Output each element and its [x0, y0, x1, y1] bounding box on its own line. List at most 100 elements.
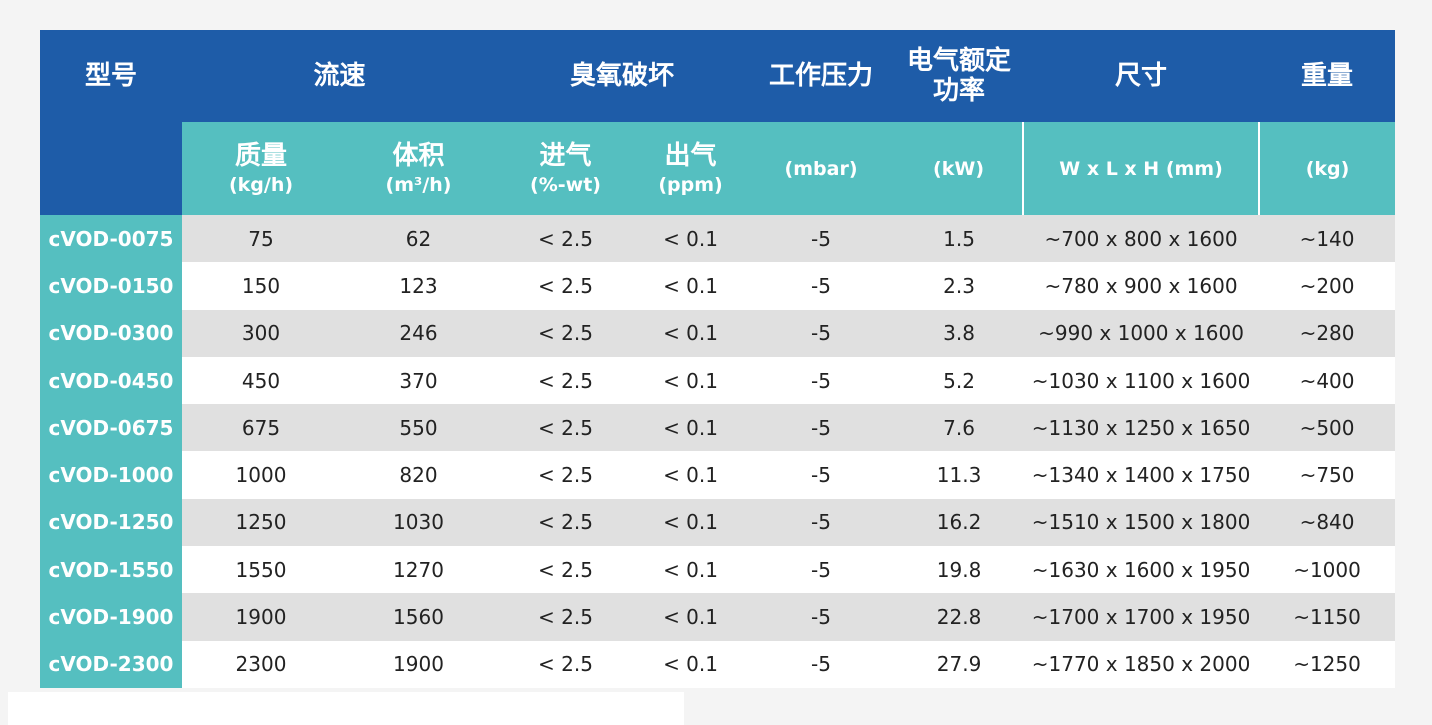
cell-size: ~780 x 900 x 1600 — [1023, 262, 1260, 310]
cell-pressure: -5 — [747, 262, 896, 310]
cell-size: ~1700 x 1700 x 1950 — [1023, 593, 1260, 641]
cell-size: ~1340 x 1400 x 1750 — [1023, 451, 1260, 499]
cell-inlet: < 2.5 — [497, 215, 635, 263]
cell-power: 5.2 — [895, 356, 1024, 405]
cell-mass: 75 — [182, 215, 340, 263]
cell-outlet: < 0.1 — [634, 356, 748, 405]
header-ozone: 臭氧破坏 — [497, 30, 748, 122]
cell-size: ~990 x 1000 x 1600 — [1023, 309, 1260, 357]
subheader-power-unit: (kW) — [895, 122, 1024, 215]
cell-size: ~1770 x 1850 x 2000 — [1023, 640, 1260, 688]
cell-model: cVOD-0150 — [40, 262, 182, 310]
cell-size: ~700 x 800 x 1600 — [1023, 215, 1260, 263]
header-model-lower — [40, 122, 182, 215]
subheader-mass: 质量 (kg/h) — [182, 122, 340, 215]
header-flow: 流速 — [182, 30, 498, 122]
cell-inlet: < 2.5 — [497, 593, 635, 641]
cell-outlet: < 0.1 — [634, 404, 748, 452]
cell-inlet: < 2.5 — [497, 451, 635, 499]
subheader-outlet-label: 出气 — [664, 140, 717, 171]
cell-model: cVOD-0300 — [40, 309, 182, 357]
table-row: cVOD-0300 300 246 < 2.5 < 0.1 -5 3.8 ~990 x 100… — [40, 309, 1396, 357]
cell-mass: 450 — [182, 356, 340, 405]
cell-size: ~1130 x 1250 x 1650 — [1023, 404, 1260, 452]
bottom-blank-strip — [8, 692, 684, 725]
header-row-top: 型号 流速 臭氧破坏 工作压力 电气额定 功率 尺寸 重量 — [40, 30, 1396, 122]
subheader-mass-unit: (kg/h) — [228, 173, 294, 196]
cell-pressure: -5 — [747, 640, 896, 688]
cell-pressure: -5 — [747, 356, 896, 405]
table-row: cVOD-1000 1000 820 < 2.5 < 0.1 -5 11.3 ~1340 x … — [40, 451, 1396, 499]
subheader-volume: 体积 (m³/h) — [340, 122, 498, 215]
cell-model: cVOD-2300 — [40, 640, 182, 688]
table-row: cVOD-2300 2300 1900 < 2.5 < 0.1 -5 27.9 ~1770 x… — [40, 640, 1396, 688]
table-row: cVOD-1900 1900 1560 < 2.5 < 0.1 -5 22.8 ~1700 x… — [40, 593, 1396, 641]
cell-outlet: < 0.1 — [634, 593, 748, 641]
header-pressure: 工作压力 — [747, 30, 896, 122]
subheader-size-unit: W x L x H (mm) — [1022, 122, 1260, 215]
cell-volume: 62 — [340, 215, 498, 263]
cell-mass: 1250 — [182, 498, 340, 547]
cell-volume: 123 — [340, 262, 498, 310]
cell-mass: 675 — [182, 404, 340, 452]
cell-mass: 2300 — [182, 640, 340, 688]
cell-volume: 246 — [340, 309, 498, 357]
table-row: cVOD-1550 1550 1270 < 2.5 < 0.1 -5 19.8 ~1630 x… — [40, 546, 1396, 594]
header-power-line1: 电气额定 — [907, 46, 1012, 76]
cell-model: cVOD-0075 — [40, 215, 182, 263]
subheader-inlet: 进气 (%-wt) — [497, 122, 635, 215]
size-unit-text: W x L x H (mm) — [1059, 157, 1223, 180]
table-row: cVOD-0450 450 370 < 2.5 < 0.1 -5 5.2 ~1030 x 11… — [40, 356, 1396, 405]
subheader-weight-unit: (kg) — [1258, 122, 1396, 215]
cell-outlet: < 0.1 — [634, 451, 748, 499]
table-row: cVOD-1250 1250 1030 < 2.5 < 0.1 -5 16.2 ~1510 x… — [40, 498, 1396, 547]
subheader-outlet-unit: (ppm) — [658, 173, 723, 196]
cell-volume: 370 — [340, 356, 498, 405]
subheader-volume-unit: (m³/h) — [385, 173, 452, 196]
cell-mass: 1550 — [182, 546, 340, 594]
cell-weight: ~1150 — [1259, 593, 1396, 641]
cell-model: cVOD-1550 — [40, 546, 182, 594]
header-power: 电气额定 功率 — [895, 30, 1024, 122]
cell-inlet: < 2.5 — [497, 262, 635, 310]
cell-size: ~1510 x 1500 x 1800 — [1023, 498, 1260, 547]
subheader-pressure-unit: (mbar) — [747, 122, 896, 215]
cell-model: cVOD-0450 — [40, 356, 182, 405]
header-weight: 重量 — [1259, 30, 1396, 122]
cell-inlet: < 2.5 — [497, 356, 635, 405]
cell-power: 3.8 — [895, 309, 1024, 357]
table-header: 型号 流速 臭氧破坏 工作压力 电气额定 功率 尺寸 重量 质量 (kg/h) … — [40, 30, 1396, 215]
cell-mass: 150 — [182, 262, 340, 310]
cell-size: ~1030 x 1100 x 1600 — [1023, 356, 1260, 405]
cell-weight: ~400 — [1259, 356, 1396, 405]
cell-weight: ~200 — [1259, 262, 1396, 310]
header-power-line2: 功率 — [933, 76, 986, 106]
cell-weight: ~840 — [1259, 498, 1396, 547]
cell-size: ~1630 x 1600 x 1950 — [1023, 546, 1260, 594]
cell-power: 22.8 — [895, 593, 1024, 641]
table-row: cVOD-0150 150 123 < 2.5 < 0.1 -5 2.3 ~780 x 900… — [40, 262, 1396, 310]
cell-weight: ~280 — [1259, 309, 1396, 357]
cell-power: 2.3 — [895, 262, 1024, 310]
cell-volume: 1270 — [340, 546, 498, 594]
cell-inlet: < 2.5 — [497, 404, 635, 452]
cell-volume: 1030 — [340, 498, 498, 547]
header-size: 尺寸 — [1023, 30, 1260, 122]
power-unit-text: (kW) — [933, 157, 985, 180]
cell-outlet: < 0.1 — [634, 498, 748, 547]
cell-model: cVOD-1000 — [40, 451, 182, 499]
cell-model: cVOD-0675 — [40, 404, 182, 452]
cell-power: 11.3 — [895, 451, 1024, 499]
header-row-sub: 质量 (kg/h) 体积 (m³/h) 进气 (%-wt) 出气 (ppm) (… — [40, 122, 1396, 215]
cell-mass: 1900 — [182, 593, 340, 641]
cell-pressure: -5 — [747, 451, 896, 499]
cell-power: 19.8 — [895, 546, 1024, 594]
table-row: cVOD-0075 75 62 < 2.5 < 0.1 -5 1.5 ~700 x 800 x… — [40, 215, 1396, 263]
cell-volume: 1900 — [340, 640, 498, 688]
cell-pressure: -5 — [747, 593, 896, 641]
cell-power: 16.2 — [895, 498, 1024, 547]
cell-power: 7.6 — [895, 404, 1024, 452]
subheader-mass-label: 质量 — [234, 140, 287, 171]
header-model: 型号 — [40, 30, 182, 122]
subheader-inlet-unit: (%-wt) — [530, 173, 601, 196]
